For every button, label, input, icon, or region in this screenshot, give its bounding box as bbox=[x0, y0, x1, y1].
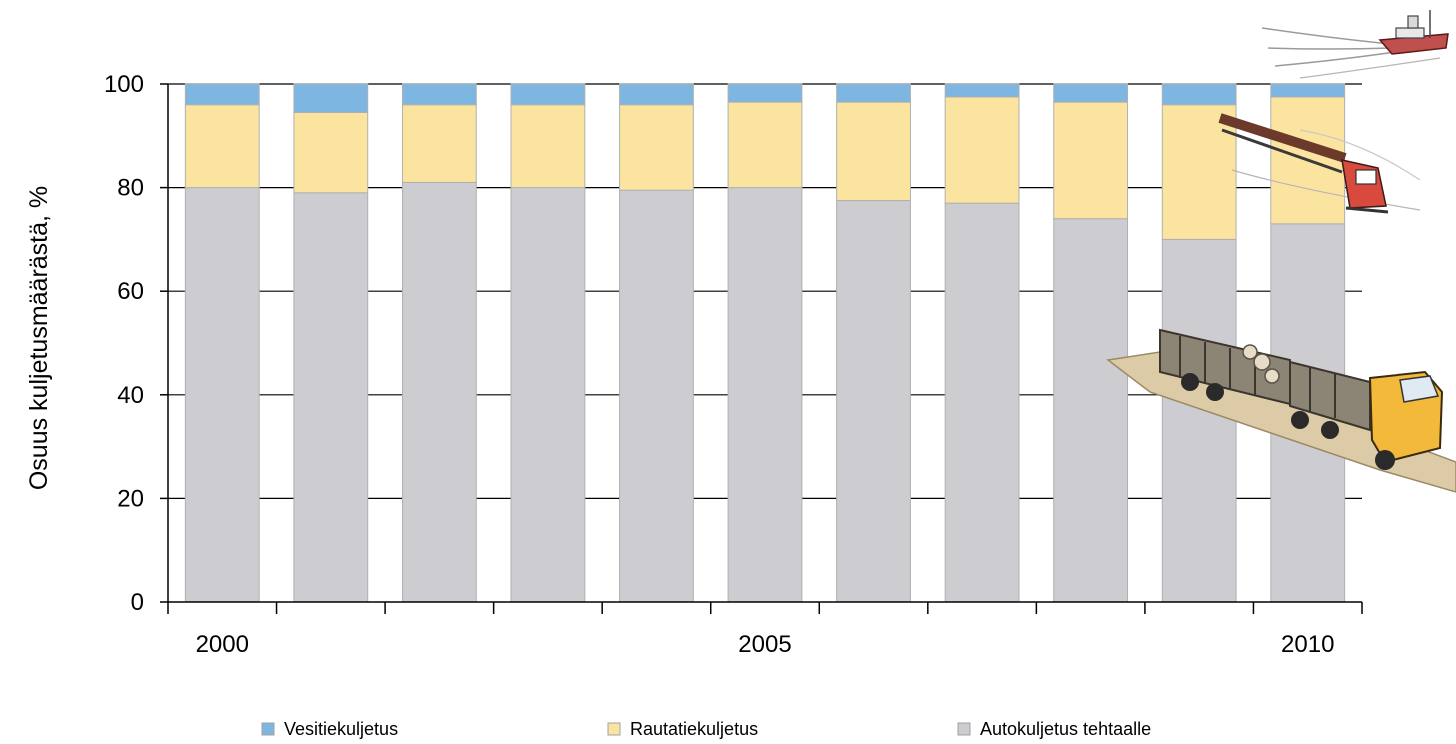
legend-swatch bbox=[607, 722, 621, 736]
bar-segment-0-8 bbox=[1053, 218, 1129, 603]
bar-segment-0-7 bbox=[944, 202, 1020, 603]
bar-segment-0-2 bbox=[401, 181, 477, 603]
bar-segment-2-8 bbox=[1053, 83, 1129, 103]
bar-segment-1-1 bbox=[293, 111, 369, 194]
bar-segment-1-2 bbox=[401, 104, 477, 183]
x-tick-label: 2010 bbox=[1281, 631, 1334, 658]
bar-segment-2-10 bbox=[1270, 83, 1346, 98]
bar-segment-2-6 bbox=[836, 83, 911, 103]
bar-segment-0-4 bbox=[619, 189, 694, 603]
log-truck-icon bbox=[1106, 328, 1456, 493]
y-tick-label: 20 bbox=[117, 485, 144, 512]
bar-segment-0-6 bbox=[836, 200, 911, 603]
bar-segment-1-3 bbox=[510, 104, 586, 189]
bar-segment-2-3 bbox=[510, 83, 586, 106]
y-tick-labels: 0 20 40 60 80 100 bbox=[104, 71, 144, 616]
x-tick-label: 2000 bbox=[196, 631, 249, 658]
bar-segment-2-5 bbox=[727, 83, 803, 103]
bar-segment-1-5 bbox=[727, 101, 803, 189]
ship-icon bbox=[1261, 10, 1449, 79]
bar-segment-1-0 bbox=[184, 104, 260, 189]
legend-swatch bbox=[957, 722, 971, 736]
bar-segment-0-3 bbox=[510, 187, 586, 603]
bar-segment-2-0 bbox=[184, 83, 260, 106]
y-tick-label: 100 bbox=[104, 71, 144, 98]
y-tick-label: 60 bbox=[117, 278, 144, 305]
bar-segment-0-0 bbox=[184, 187, 260, 603]
y-axis-title: Osuus kuljetusmäärästä, % bbox=[25, 186, 53, 490]
bar-segment-2-2 bbox=[401, 83, 477, 106]
legend-swatch bbox=[261, 722, 275, 736]
legend-label: Vesitiekuljetus bbox=[284, 719, 398, 739]
y-tick-label: 80 bbox=[117, 175, 144, 202]
bar-segment-0-1 bbox=[293, 192, 369, 603]
legend-label: Rautatiekuljetus bbox=[630, 719, 758, 739]
legend-label: Autokuljetus tehtaalle bbox=[980, 719, 1151, 739]
bar-segment-0-5 bbox=[727, 187, 803, 603]
x-tick-labels: 2000 2005 2010 bbox=[196, 631, 1335, 658]
bar-segment-1-7 bbox=[944, 96, 1020, 204]
x-tick-label: 2005 bbox=[738, 631, 791, 658]
bar-segment-2-1 bbox=[293, 83, 369, 113]
y-tick-label: 40 bbox=[117, 382, 144, 409]
bar-segment-1-6 bbox=[836, 101, 911, 202]
train-icon bbox=[1218, 113, 1421, 214]
legend: Vesitiekuljetus Rautatiekuljetus Autokulje… bbox=[261, 719, 1151, 739]
bar-segment-1-8 bbox=[1053, 101, 1129, 220]
bar-segment-1-4 bbox=[619, 104, 694, 191]
y-tick-label: 0 bbox=[131, 589, 144, 616]
bar-segment-2-7 bbox=[944, 83, 1020, 98]
bar-segment-2-9 bbox=[1161, 83, 1237, 106]
bar-segment-1-9 bbox=[1161, 104, 1237, 240]
bar-segment-1-10 bbox=[1270, 96, 1346, 225]
axes bbox=[160, 83, 1363, 614]
bar-segment-2-4 bbox=[619, 83, 694, 106]
bar-segment-0-9 bbox=[1161, 238, 1237, 603]
